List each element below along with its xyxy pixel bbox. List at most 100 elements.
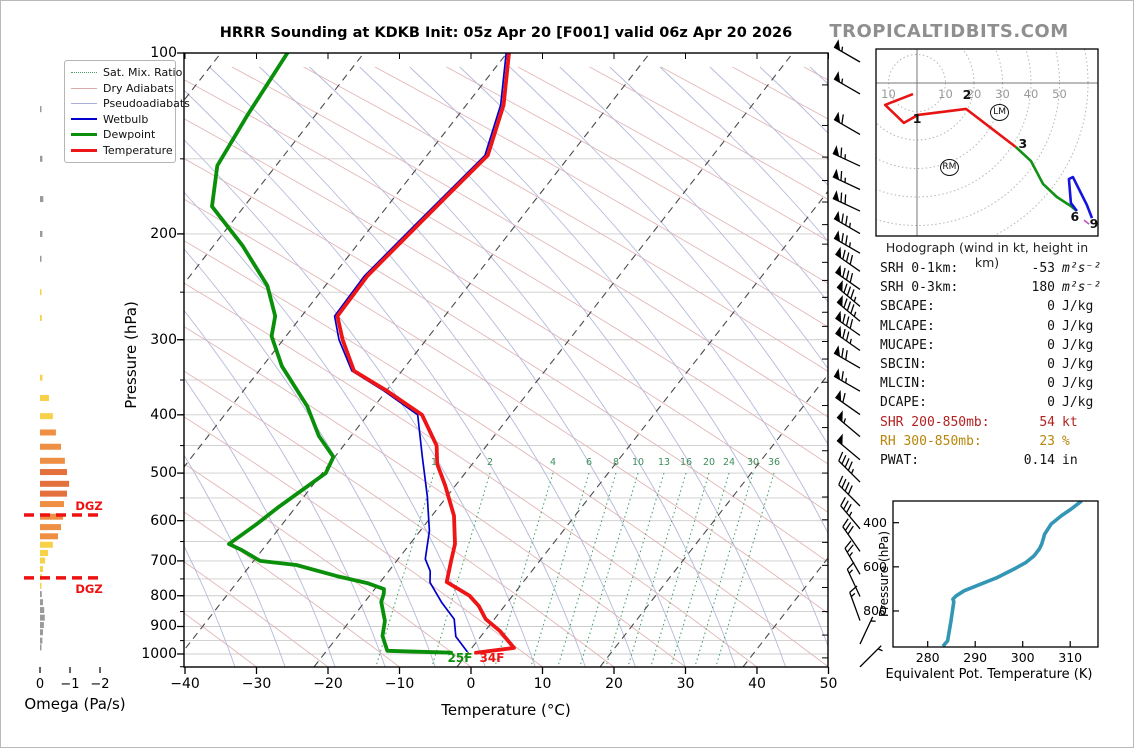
pressure-tick-label: 400 bbox=[150, 406, 177, 423]
omega-bar bbox=[40, 541, 53, 548]
pressure-tick-label: 200 bbox=[150, 225, 177, 242]
barb-full bbox=[841, 213, 844, 224]
hodograph-trace-0-3km bbox=[883, 92, 1017, 149]
barb-full bbox=[849, 585, 858, 593]
pseudoadiabat-line bbox=[409, 66, 828, 648]
barb-staff bbox=[846, 569, 861, 597]
barb-flag bbox=[837, 410, 843, 422]
stat-unit: J/kg bbox=[1062, 337, 1094, 353]
isotherm-dashed-line bbox=[184, 53, 508, 468]
pseudoadiabat-line bbox=[309, 66, 736, 667]
hodograph-height-label: 2 bbox=[962, 86, 972, 102]
barb-full bbox=[845, 316, 850, 327]
omega-bar bbox=[40, 429, 56, 436]
omega-bar bbox=[40, 557, 46, 564]
barb-full bbox=[841, 114, 844, 125]
omega-bar bbox=[40, 155, 43, 162]
stat-label: SBCAPE: bbox=[880, 299, 935, 315]
stats-row: PWAT: 0.14 in bbox=[880, 451, 1108, 470]
omega-bar bbox=[40, 413, 53, 420]
wind-barb-column bbox=[822, 39, 883, 668]
barb-full bbox=[840, 170, 843, 181]
barb-half bbox=[848, 511, 853, 517]
stats-row: MUCAPE: 0 J/kg bbox=[880, 336, 1108, 355]
stat-label: DCAPE: bbox=[880, 395, 927, 411]
barb-staff bbox=[842, 526, 861, 552]
hodograph-height-label: 6 bbox=[1070, 208, 1080, 224]
barb-full bbox=[846, 301, 852, 311]
barb-full bbox=[845, 215, 848, 226]
barb-staff bbox=[836, 439, 861, 461]
omega-bar bbox=[40, 599, 43, 606]
omega-bar bbox=[40, 230, 43, 237]
dry-adiabat-line bbox=[446, 66, 828, 284]
thetae-frame bbox=[892, 500, 1099, 648]
pseudoadiabat-line bbox=[184, 545, 236, 667]
mixing-ratio-line bbox=[579, 472, 639, 667]
dry-adiabat-line bbox=[184, 370, 615, 667]
omega-bar bbox=[40, 637, 43, 644]
barb-flag bbox=[837, 433, 843, 445]
storm-motion-rm: RM bbox=[939, 159, 959, 177]
stat-unit: J/kg bbox=[1062, 357, 1094, 373]
omega-bar bbox=[40, 106, 42, 113]
barb-full bbox=[842, 249, 846, 260]
barb-staff bbox=[835, 332, 861, 352]
stat-label: SHR 200-850mb: bbox=[880, 414, 990, 430]
hodograph-ring-label: 30 bbox=[995, 87, 1010, 101]
pseudoadiabat-line bbox=[459, 66, 828, 535]
barb-full bbox=[843, 500, 849, 510]
dry-adiabat-line bbox=[184, 118, 828, 513]
surface-dewpoint-label: 25F bbox=[447, 651, 473, 665]
temperature-tick-label: −40 bbox=[170, 676, 200, 692]
pseudoadiabat-line bbox=[259, 66, 686, 667]
barb-flag bbox=[834, 210, 841, 223]
barb-full bbox=[850, 289, 855, 299]
barb-full bbox=[838, 475, 844, 486]
mixing-ratio-label: 36 bbox=[767, 457, 781, 468]
barb-full bbox=[845, 252, 850, 263]
barb-staff bbox=[836, 286, 861, 307]
barb-full bbox=[845, 235, 848, 246]
barb-staff bbox=[859, 616, 874, 645]
mixing-ratio-label: 13 bbox=[657, 457, 671, 468]
hodograph-ring-label: 10 bbox=[938, 87, 953, 101]
barb-full bbox=[847, 485, 853, 495]
legend-line-sample bbox=[71, 72, 97, 74]
pressure-tick-label: 900 bbox=[150, 618, 177, 635]
dry-adiabat-line bbox=[517, 66, 828, 242]
legend-item: Dewpoint bbox=[71, 127, 169, 143]
dry-adiabat-line bbox=[184, 79, 828, 465]
temperature-axis-label: Temperature (°C) bbox=[441, 701, 571, 719]
stat-value: 0 bbox=[1047, 395, 1055, 411]
barb-staff bbox=[859, 645, 882, 668]
thetae-x-tick-label: 300 bbox=[1010, 650, 1035, 665]
hodograph-ring-label: 50 bbox=[1052, 87, 1067, 101]
omega-tick-label: 0 bbox=[35, 677, 45, 692]
thetae-x-axis-label: Equivalent Pot. Temperature (K) bbox=[885, 667, 1093, 682]
stat-label: SRH 0-1km: bbox=[880, 261, 959, 277]
stat-unit: J/kg bbox=[1062, 299, 1094, 315]
omega-bar bbox=[40, 629, 43, 636]
barb-full bbox=[842, 267, 846, 278]
omega-bar bbox=[40, 622, 44, 629]
barb-full bbox=[850, 304, 855, 314]
dry-adiabat-line bbox=[184, 561, 329, 667]
thetae-y-tick-label: 400 bbox=[863, 514, 887, 530]
mixing-ratio-line bbox=[605, 472, 665, 667]
hodograph-caption: Hodograph (wind in kt, height in km) bbox=[885, 240, 1089, 270]
barb-half bbox=[848, 569, 854, 574]
stat-label: SRH 0-3km: bbox=[880, 280, 959, 296]
barb-half bbox=[848, 551, 854, 557]
thetae-y-tick-label: 600 bbox=[863, 558, 887, 574]
barb-full bbox=[842, 313, 846, 324]
barb-flag bbox=[835, 246, 842, 259]
mixing-ratio-label: 8 bbox=[612, 457, 620, 468]
barb-full bbox=[840, 497, 846, 507]
barb-full bbox=[841, 347, 844, 358]
hodograph-ring-label: 10 bbox=[881, 87, 896, 101]
barb-full bbox=[844, 522, 852, 531]
omega-bar bbox=[40, 513, 64, 520]
skewt-frame bbox=[183, 52, 829, 668]
